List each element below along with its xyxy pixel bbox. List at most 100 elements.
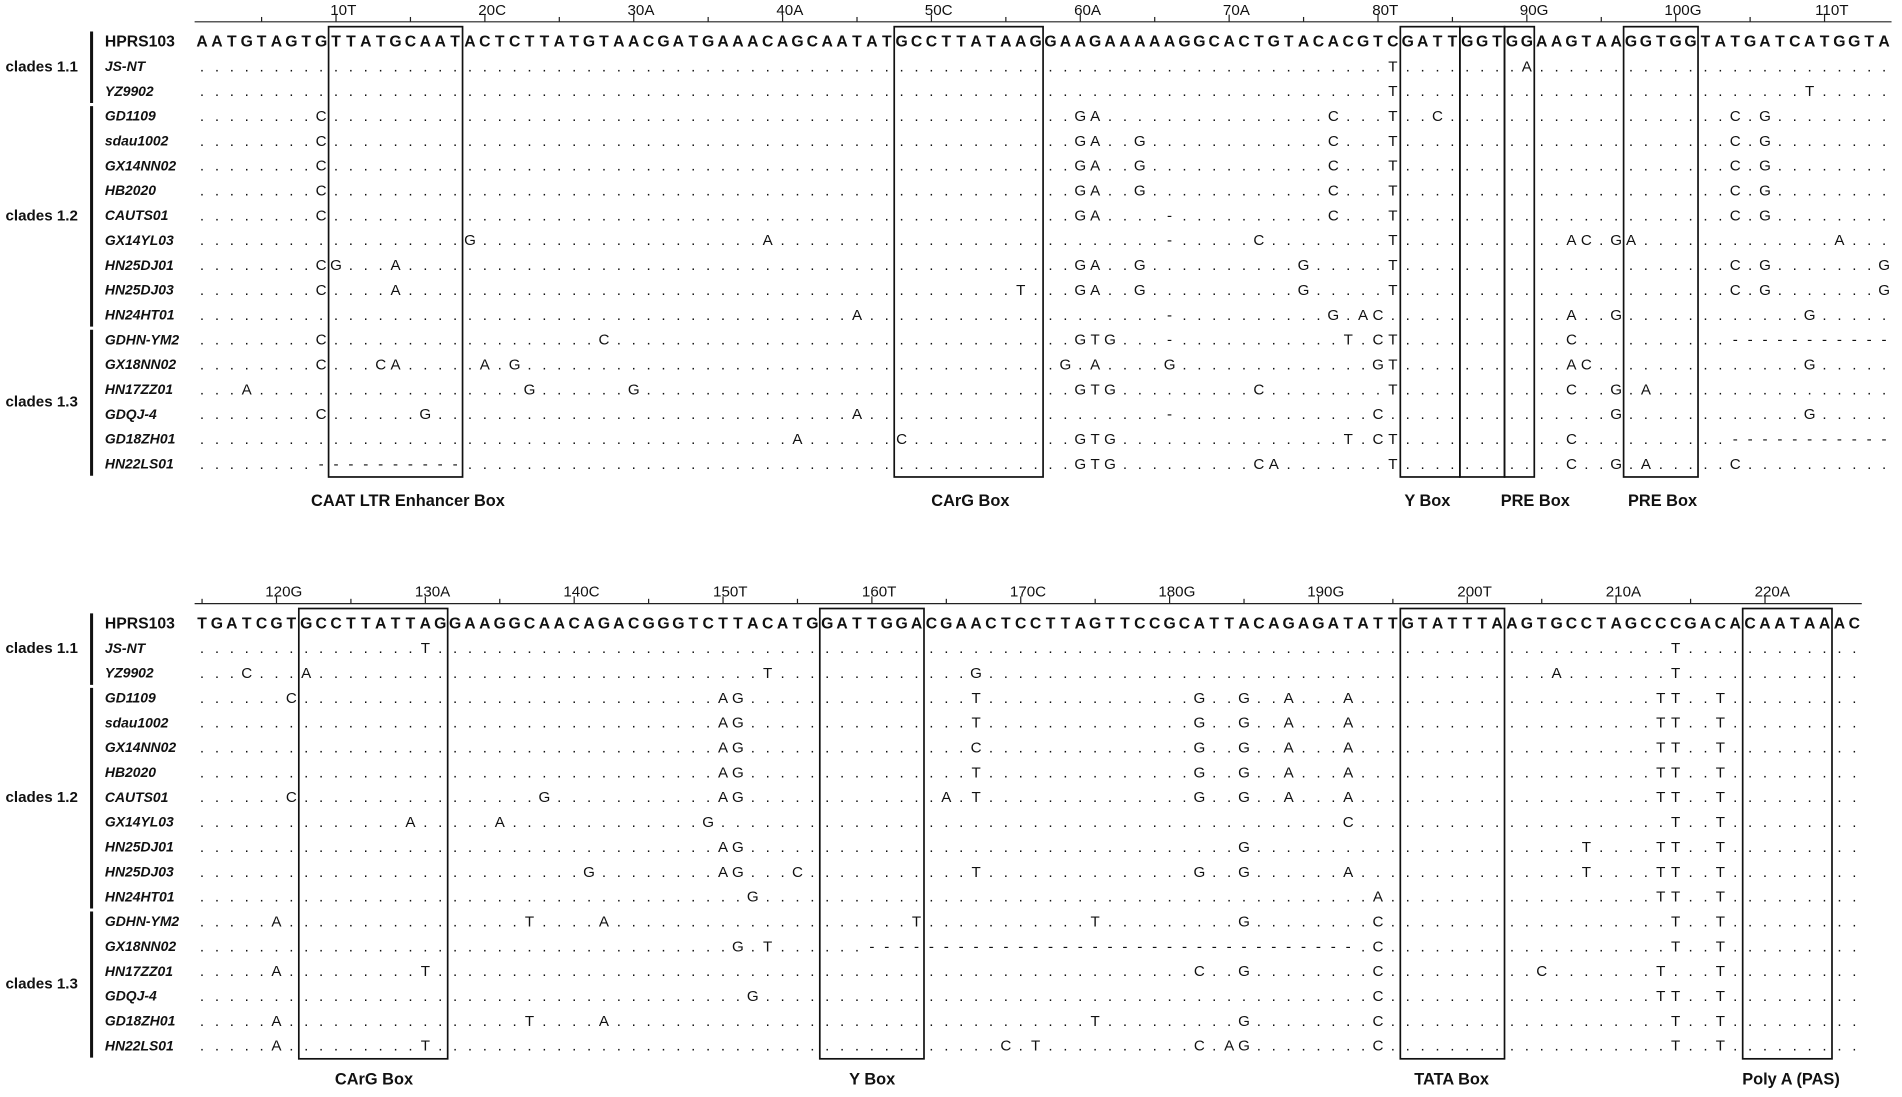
sequence-segment: ..T....... (1688, 889, 1826, 906)
sequence-segment: .......G.. (1093, 715, 1231, 732)
sequence-segment: G........C (1238, 1038, 1383, 1055)
sequence-segment: G..A...A.. (1238, 789, 1380, 806)
sequence-segment: .........G (944, 431, 1086, 448)
sequence-segment: .....T.... (349, 963, 487, 980)
sequence-segment: ........TT (1540, 690, 1681, 707)
sequence-segment: .....-.... (1093, 406, 1231, 423)
sequence-segment: .......... (795, 963, 933, 980)
sequence-segment: .........T (1540, 913, 1681, 930)
sequence-segment: .......... (349, 839, 487, 856)
ruler-label: 10T (330, 2, 356, 19)
sequence-segment: .......... (647, 431, 785, 448)
sequence-segment: ..AC...... (1540, 356, 1678, 373)
sequence-segment: .......... (498, 456, 636, 473)
ruler-label: 170C (1010, 584, 1046, 601)
ruler-label: 110T (1815, 2, 1848, 19)
sequence-segment: ........G. (1688, 307, 1826, 324)
sequence-segment: A..G...... (1090, 183, 1231, 200)
sequence-segment: .......... (498, 83, 636, 100)
sequence-segment: ...C.G.... (1688, 207, 1826, 224)
ruler-label: 150T (713, 584, 748, 601)
sequence-segment: .......... (944, 640, 1082, 657)
sequence-segment: .......... (1391, 913, 1529, 930)
sequence-segment: ........C. (200, 282, 338, 299)
sequence-segment: G......A.. (1238, 864, 1380, 881)
sequence-segment: GAAAAAGGCA (1089, 34, 1235, 51)
ruler-label: 70A (1223, 2, 1251, 19)
sequence-segment: .....AG... (647, 690, 785, 707)
sequence-segment: ........G. (944, 356, 1082, 373)
sequence-segment: ..T....... (944, 690, 1082, 707)
sequence-segment: .......... (647, 381, 785, 398)
sequence-segment: .......C.. (1093, 963, 1231, 980)
sequence-segment: ....G..... (1242, 282, 1380, 299)
sequence-segment: .........G (944, 257, 1086, 274)
sequence-segment: .......... (498, 232, 636, 249)
sequence-segment: .......... (1093, 814, 1231, 831)
sequence-segment: .....A.... (200, 963, 338, 980)
sequence-segment: .........T (1540, 1013, 1681, 1030)
sequence-segment: .......... (200, 764, 338, 781)
sequence-segment: A....G.... (1090, 356, 1231, 373)
sequence-segment: TG........ (1091, 431, 1232, 448)
sequence-segment: .......... (1093, 58, 1231, 75)
sequence-segment: .......... (795, 814, 933, 831)
sequence-segment: TATGCAATAC (346, 34, 490, 51)
sequence-segment: .......... (1391, 640, 1529, 657)
sequence-segment: GGGTCTTACA (642, 615, 788, 632)
sequence-segment: T......... (1388, 83, 1529, 100)
clade-label: clades 1.1 (6, 58, 78, 75)
sequence-segment: .......... (647, 456, 785, 473)
sequence-segment: ..T....... (1688, 963, 1826, 980)
sequence-segment: .......... (1391, 938, 1529, 955)
sequence-segment: G........C (1238, 913, 1383, 930)
motif-box (1399, 607, 1506, 1060)
sequence-segment: .......... (944, 83, 1082, 100)
sequence-segment: TGCCTAGCCC (1537, 615, 1681, 632)
sequence-segment: ...C.G.... (1688, 183, 1826, 200)
sequence-segment: .......... (200, 715, 338, 732)
sequence-segment: ---- (1837, 431, 1887, 448)
sequence-segment: .........A (1242, 889, 1384, 906)
sequence-segment: .... (1837, 406, 1886, 423)
sequence-segment: .......... (1391, 715, 1529, 732)
sequence-segment: .........T (1540, 640, 1681, 657)
sequence-segment: .......... (795, 889, 933, 906)
sequence-segment: .......... (944, 913, 1082, 930)
sequence-segment: ..T....... (1688, 690, 1826, 707)
sequence-segment: ---- (1837, 332, 1887, 349)
sequence-segment: ......C... (200, 789, 338, 806)
sequence-segment: ...T....TT (1540, 839, 1681, 856)
sequence-segment: ..T....... (1688, 839, 1826, 856)
sequence-segment: T......... (1388, 456, 1529, 473)
sequence-segment: .. (1837, 988, 1856, 1005)
sequence-segment: ..T....... (1688, 864, 1826, 881)
sequence-segment: ......C... (1242, 133, 1380, 150)
sequence-segment: ........C. (200, 406, 338, 423)
strain-name: GDQJ-4 (105, 988, 157, 1004)
sequence-segment: T......... (1388, 158, 1529, 175)
sequence-segment: ...C.G.... (1688, 108, 1826, 125)
sequence-segment: ..T....... (944, 764, 1082, 781)
sequence-segment: .......... (1242, 58, 1380, 75)
sequence-segment: .......... (498, 1038, 636, 1055)
sequence-segment: .. (1837, 864, 1856, 881)
motif-label: PRE Box (1501, 492, 1570, 510)
strain-name: HPRS103 (105, 615, 175, 632)
motif-label: CArG Box (931, 492, 1009, 510)
sequence-segment: .........T (1540, 814, 1681, 831)
sequence-segment: ..T....... (1688, 789, 1826, 806)
sequence-segment: .......C.. (1242, 814, 1380, 831)
sequence-segment: .......... (647, 307, 785, 324)
sequence-segment: .......... (795, 381, 933, 398)
sequence-segment: .....T.... (349, 1038, 487, 1055)
motif-box (1622, 25, 1699, 478)
sequence-segment: ....A..... (795, 406, 933, 423)
sequence-segment: .......... (498, 282, 636, 299)
sequence-segment: ...C.G.... (1688, 133, 1826, 150)
sequence-segment: T......... (1388, 207, 1529, 224)
sequence-segment: .......... (1540, 183, 1678, 200)
sequence-segment: .......... (1093, 640, 1231, 657)
sequence-segment: TGGATTGGAC (793, 615, 937, 632)
sequence-segment: .........T (1540, 938, 1681, 955)
